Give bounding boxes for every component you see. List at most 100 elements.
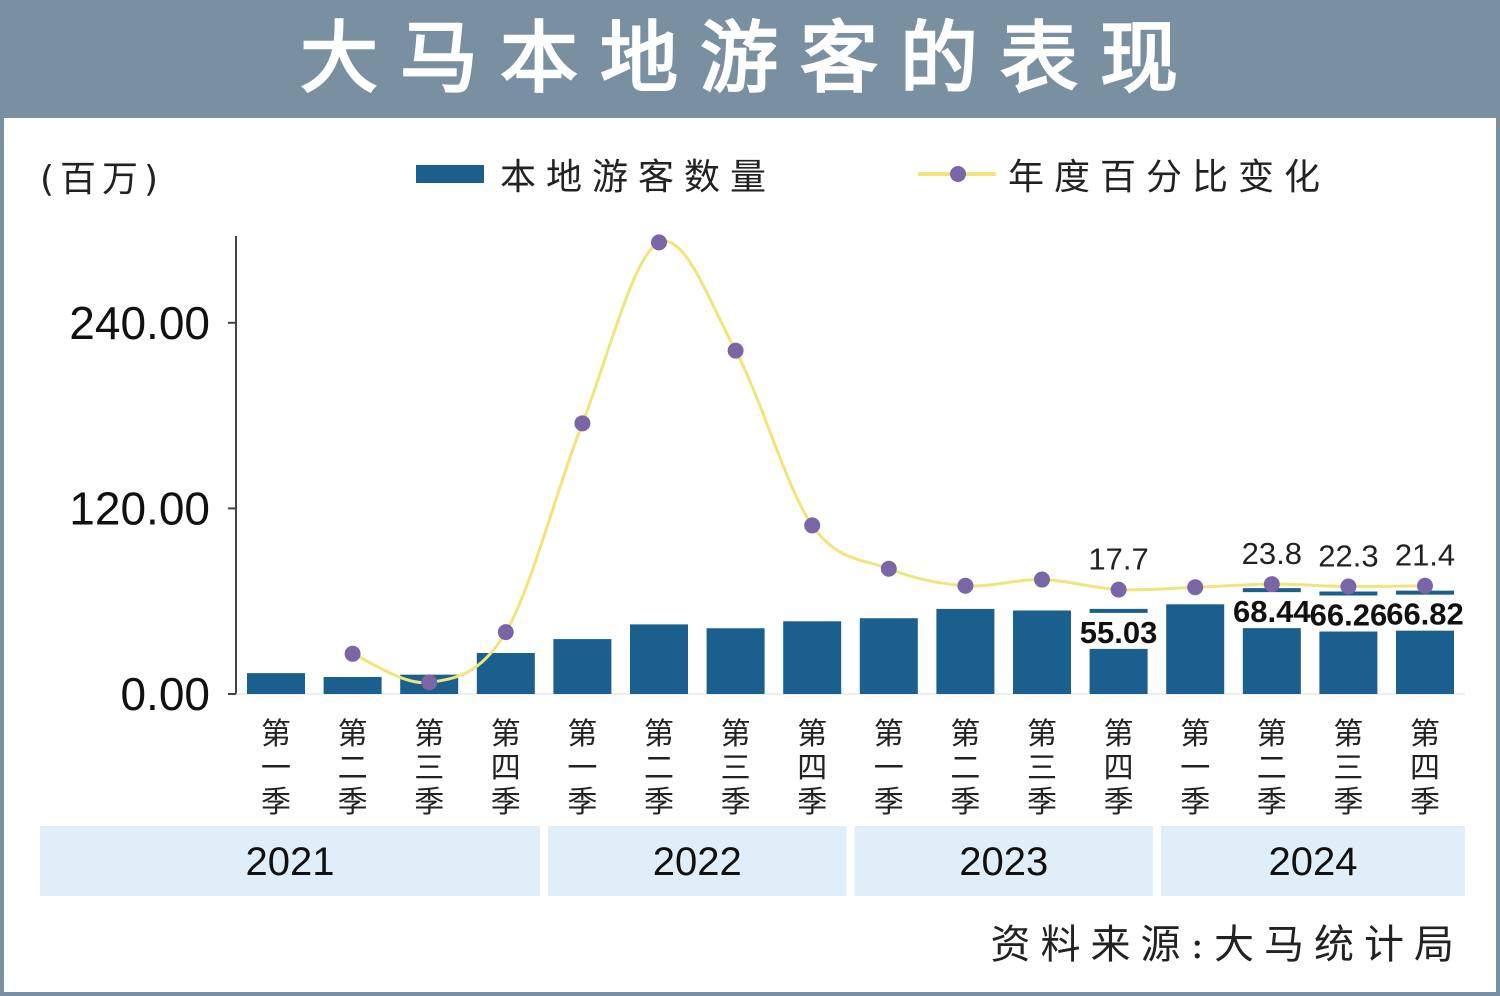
x-tick-label-char: 第	[1104, 717, 1134, 752]
x-tick-label-char: 一	[261, 751, 291, 786]
x-tick-label-char: 季	[950, 785, 980, 820]
bar-data-label-bg	[1313, 595, 1384, 632]
x-tick-label-char: 第	[491, 717, 521, 752]
year-label: 2024	[1268, 840, 1357, 884]
x-tick-label-char: 季	[1027, 785, 1057, 820]
x-tick-label-char: 季	[261, 785, 291, 820]
x-tick-label-char: 四	[1104, 751, 1134, 786]
line-point	[344, 645, 361, 662]
bar	[323, 676, 382, 694]
line-point	[497, 624, 514, 641]
line-data-label: 23.8	[1242, 536, 1302, 571]
x-tick-label-char: 第	[261, 717, 291, 752]
x-tick-label-char: 第	[1027, 717, 1057, 752]
line-point	[651, 234, 667, 251]
line-point	[880, 560, 897, 577]
x-tick-label-char: 季	[567, 785, 597, 820]
x-tick-label-char: 季	[644, 785, 674, 820]
x-tick-label-char: 季	[797, 785, 827, 820]
year-band	[854, 826, 1153, 896]
bar	[1013, 610, 1071, 694]
bar-data-label-bg	[1083, 612, 1154, 649]
x-tick-label-char: 第	[874, 717, 904, 752]
x-tick-label-char: 第	[1257, 717, 1287, 752]
x-tick-label-char: 季	[338, 785, 368, 820]
line-point	[1263, 576, 1280, 593]
x-tick-label-char: 三	[1027, 751, 1057, 786]
bar-data-label: 66.82	[1386, 597, 1464, 632]
line-point	[421, 674, 438, 691]
x-tick-label-char: 二	[338, 751, 368, 786]
bar-data-label-bg	[1236, 592, 1307, 629]
x-tick-label-char: 第	[721, 717, 751, 752]
header-banner: 大马本地游客的表现	[0, 0, 1500, 118]
y-tick-label: 240.00	[69, 297, 210, 349]
y-tick-label: 0.00	[120, 668, 210, 720]
line-data-label: 22.3	[1318, 539, 1378, 574]
line-point	[1340, 578, 1357, 595]
year-label: 2022	[653, 840, 742, 884]
y-axis-unit-label: (百万)	[40, 159, 165, 200]
chart-title: 大马本地游客的表现	[299, 14, 1200, 104]
bar	[247, 673, 305, 694]
year-band	[548, 826, 847, 896]
x-tick-label-char: 三	[414, 751, 444, 786]
line-point	[574, 415, 591, 432]
x-tick-label-char: 季	[414, 785, 444, 820]
x-tick-label-char: 第	[644, 717, 674, 752]
x-tick-label-char: 一	[567, 751, 597, 786]
x-tick-label-char: 季	[1410, 785, 1440, 820]
line-swatch-icon	[918, 166, 996, 182]
legend-bar-label: 本地游客数量	[500, 157, 777, 198]
bar	[859, 618, 918, 694]
x-tick-label-char: 二	[644, 751, 674, 786]
line-point	[727, 342, 744, 359]
bar	[783, 621, 842, 694]
bar-swatch-icon	[416, 165, 484, 183]
bar	[936, 608, 995, 694]
x-tick-label-char: 季	[1333, 785, 1363, 820]
x-tick-label-char: 二	[1257, 751, 1287, 786]
bar	[630, 624, 688, 694]
x-tick-label-char: 四	[491, 751, 521, 786]
line-point	[1110, 581, 1127, 598]
x-tick-label-char: 季	[1257, 785, 1287, 820]
line-point	[1187, 579, 1204, 596]
x-tick-label-char: 季	[721, 785, 751, 820]
year-label: 2023	[959, 840, 1048, 884]
source-note: 资料来源:大马统计局	[990, 922, 1464, 968]
x-tick-label-char: 第	[950, 717, 980, 752]
x-tick-label-char: 季	[874, 785, 904, 820]
year-band	[1160, 826, 1465, 896]
x-tick-label-char: 三	[721, 751, 751, 786]
y-tick-label: 120.00	[69, 482, 210, 534]
x-tick-label-char: 季	[1180, 785, 1210, 820]
x-tick-label-char: 一	[874, 751, 904, 786]
x-tick-label-char: 四	[1410, 751, 1440, 786]
x-tick-label-char: 三	[1333, 751, 1363, 786]
x-tick-label-char: 季	[1104, 785, 1134, 820]
x-tick-label-char: 第	[338, 717, 368, 752]
x-tick-label-char: 第	[414, 717, 444, 752]
line-point	[804, 517, 821, 534]
bar-data-label: 66.26	[1310, 598, 1388, 633]
bar	[553, 639, 612, 694]
x-tick-label-char: 二	[950, 751, 980, 786]
x-tick-label-char: 季	[491, 785, 521, 820]
legend-item-line: 年度百分比变化	[918, 146, 1330, 202]
line-point	[1034, 571, 1050, 588]
x-tick-label-char: 第	[567, 717, 597, 752]
x-tick-label-char: 一	[1180, 751, 1210, 786]
legend-item-bar: 本地游客数量	[416, 146, 776, 202]
bar-data-label-bg	[1390, 594, 1460, 631]
x-tick-label-char: 第	[1180, 717, 1210, 752]
year-band	[40, 826, 541, 896]
line-point	[1417, 577, 1433, 594]
line-point	[957, 577, 974, 594]
bar	[706, 628, 765, 694]
line-data-label: 17.7	[1088, 542, 1148, 577]
bar-data-label: 68.44	[1233, 594, 1311, 629]
line-data-label: 21.4	[1395, 538, 1455, 573]
bar-data-label: 55.03	[1080, 615, 1158, 650]
